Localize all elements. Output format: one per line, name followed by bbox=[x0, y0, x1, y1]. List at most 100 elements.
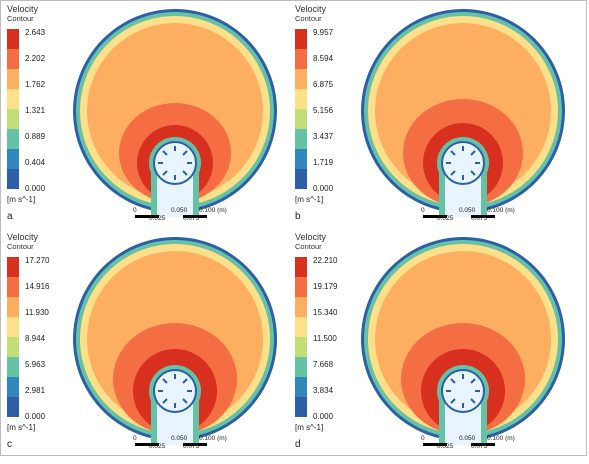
scale-label: 0.050 bbox=[171, 435, 188, 442]
legend-tick: 2.202 bbox=[25, 54, 46, 63]
legend-tick: 14.916 bbox=[25, 282, 50, 291]
legend-unit: [m s^-1] bbox=[295, 423, 324, 432]
legend-swatch bbox=[7, 29, 19, 49]
scale-bar bbox=[135, 215, 159, 218]
impeller-blades bbox=[446, 374, 480, 408]
legend-swatch bbox=[295, 317, 307, 337]
color-legend bbox=[7, 29, 19, 189]
scale-label: 0 bbox=[133, 207, 137, 214]
panel-d: Velocity Contour 22.210 19.179 15.340 11… bbox=[291, 231, 579, 451]
impeller-blades bbox=[158, 146, 192, 180]
legend-tick: 11.500 bbox=[313, 334, 337, 343]
legend-tick: 1.321 bbox=[25, 106, 46, 115]
legend-tick: 0.000 bbox=[313, 412, 334, 421]
legend-swatch bbox=[7, 149, 19, 169]
scale-label: 0 bbox=[421, 207, 425, 214]
legend-swatch bbox=[295, 129, 307, 149]
legend-title: Velocity bbox=[7, 232, 39, 242]
scale-label: 0.025 bbox=[437, 215, 454, 222]
legend-tick: 15.340 bbox=[313, 308, 338, 317]
velocity-contour-plot bbox=[73, 237, 277, 446]
scale-label: 0 bbox=[421, 435, 425, 442]
scale-bar bbox=[183, 215, 207, 218]
legend-swatch bbox=[295, 29, 307, 49]
color-legend bbox=[295, 29, 307, 189]
legend-swatch bbox=[295, 397, 307, 417]
legend-tick: 1.762 bbox=[25, 80, 46, 89]
scale-label: 0.075 bbox=[183, 443, 200, 450]
panel-a: Velocity Contour 2.643 2.202 1.762 1.321… bbox=[3, 3, 291, 223]
scale-label: 0.025 bbox=[149, 215, 166, 222]
legend-tick: 5.963 bbox=[25, 360, 46, 369]
legend-subtitle: Contour bbox=[295, 14, 322, 23]
legend-unit: [m s^-1] bbox=[7, 195, 36, 204]
legend-tick: 6.875 bbox=[313, 80, 334, 89]
legend-swatch bbox=[7, 49, 19, 69]
legend-unit: [m s^-1] bbox=[7, 423, 36, 432]
legend-tick: 0.889 bbox=[25, 132, 46, 141]
scale-label: 0.100 (m) bbox=[487, 207, 515, 214]
legend-tick: 3.437 bbox=[313, 132, 334, 141]
legend-title: Velocity bbox=[295, 4, 327, 14]
legend-tick: 9.957 bbox=[313, 28, 334, 37]
legend-swatch bbox=[7, 257, 19, 277]
legend-swatch bbox=[295, 109, 307, 129]
panel-label: d bbox=[295, 439, 301, 450]
scale-bar bbox=[183, 443, 207, 446]
legend-title: Velocity bbox=[7, 4, 39, 14]
legend-subtitle: Contour bbox=[7, 14, 34, 23]
legend-swatch bbox=[7, 337, 19, 357]
legend-swatch bbox=[7, 169, 19, 189]
scale-label: 0.050 bbox=[459, 435, 476, 442]
scale-label: 0.100 (m) bbox=[199, 207, 227, 214]
scale-bar bbox=[423, 443, 447, 446]
legend-tick: 1.719 bbox=[313, 158, 334, 167]
legend-swatch bbox=[295, 69, 307, 89]
legend-swatch bbox=[7, 109, 19, 129]
panel-label: c bbox=[7, 439, 12, 450]
legend-tick: 3.834 bbox=[313, 386, 334, 395]
scale-label: 0.050 bbox=[459, 207, 476, 214]
legend-swatch bbox=[7, 377, 19, 397]
legend-swatch bbox=[7, 277, 19, 297]
figure-frame: Velocity Contour 2.643 2.202 1.762 1.321… bbox=[0, 0, 587, 456]
legend-swatch bbox=[295, 277, 307, 297]
legend-unit: [m s^-1] bbox=[295, 195, 324, 204]
legend-swatch bbox=[7, 317, 19, 337]
scale-label: 0.075 bbox=[471, 443, 488, 450]
legend-swatch bbox=[7, 129, 19, 149]
scale-label: 0 bbox=[133, 435, 137, 442]
legend-title: Velocity bbox=[295, 232, 327, 242]
legend-swatch bbox=[7, 69, 19, 89]
scale-label: 0.100 (m) bbox=[199, 435, 227, 442]
panel-b: Velocity Contour 9.957 8.594 6.875 5.156… bbox=[291, 3, 579, 223]
legend-tick: 2.643 bbox=[25, 28, 46, 37]
legend-tick: 0.000 bbox=[25, 184, 46, 193]
legend-swatch bbox=[295, 337, 307, 357]
legend-tick: 0.000 bbox=[25, 412, 46, 421]
legend-swatch bbox=[295, 149, 307, 169]
legend-subtitle: Contour bbox=[7, 242, 34, 251]
velocity-contour-plot bbox=[361, 237, 565, 446]
scale-label: 0.100 (m) bbox=[487, 435, 515, 442]
legend-tick: 17.270 bbox=[25, 256, 50, 265]
legend-swatch bbox=[295, 377, 307, 397]
legend-swatch bbox=[7, 297, 19, 317]
panel-c: Velocity Contour 17.270 14.916 11.930 8.… bbox=[3, 231, 291, 451]
legend-tick: 0.000 bbox=[313, 184, 334, 193]
scale-label: 0.075 bbox=[183, 215, 200, 222]
scale-label: 0.075 bbox=[471, 215, 488, 222]
panel-label: b bbox=[295, 211, 301, 222]
scale-label: 0.025 bbox=[149, 443, 166, 450]
legend-swatch bbox=[295, 297, 307, 317]
impeller-blades bbox=[446, 146, 480, 180]
legend-tick: 11.930 bbox=[25, 308, 49, 317]
impeller-blades bbox=[158, 374, 192, 408]
scale-label: 0.025 bbox=[437, 443, 454, 450]
velocity-contour-plot bbox=[73, 9, 277, 218]
legend-tick: 2.981 bbox=[25, 386, 46, 395]
legend-swatch bbox=[295, 169, 307, 189]
legend-tick: 0.404 bbox=[25, 158, 46, 167]
scale-label: 0.050 bbox=[171, 207, 188, 214]
color-legend bbox=[295, 257, 307, 417]
